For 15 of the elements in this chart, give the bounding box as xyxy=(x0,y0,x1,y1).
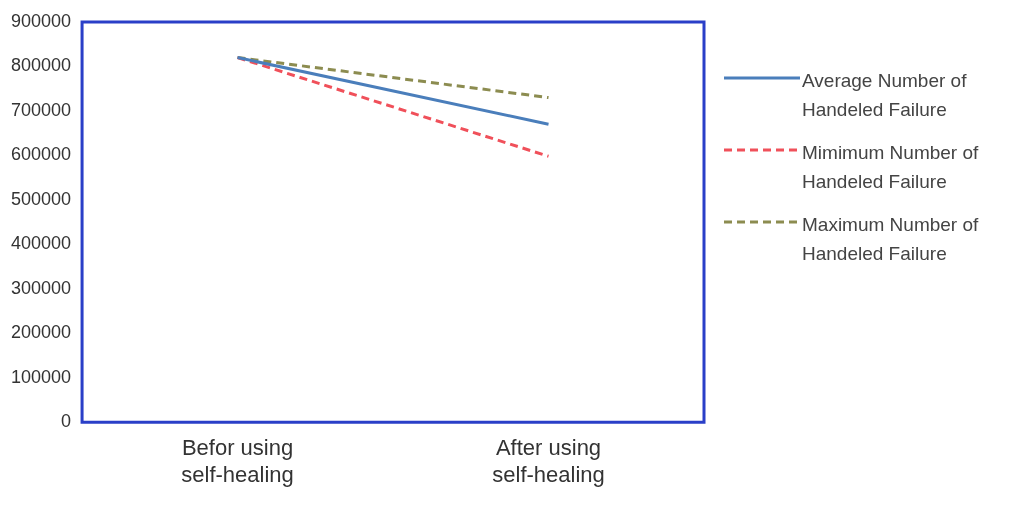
y-tick-label: 500000 xyxy=(10,188,72,209)
y-tick-label: 100000 xyxy=(10,366,72,387)
y-tick-label: 0 xyxy=(61,411,72,432)
legend-label: Average Number of Handeled Failure xyxy=(802,69,968,122)
y-tick-label: 700000 xyxy=(10,99,72,120)
legend-label: Maximum Number of Handeled Failure xyxy=(802,213,980,266)
x-tick-label: After using self-healing xyxy=(492,435,605,487)
y-tick-label: 300000 xyxy=(10,277,72,298)
x-tick-label: Befor using self-healing xyxy=(181,435,294,487)
legend-label: Mimimum Number of Handeled Failure xyxy=(802,141,980,194)
y-tick-label: 600000 xyxy=(10,144,72,165)
y-tick-label: 800000 xyxy=(10,55,72,76)
y-tick-label: 400000 xyxy=(10,233,72,254)
y-tick-label: 900000 xyxy=(10,10,72,31)
y-tick-label: 200000 xyxy=(10,322,72,343)
